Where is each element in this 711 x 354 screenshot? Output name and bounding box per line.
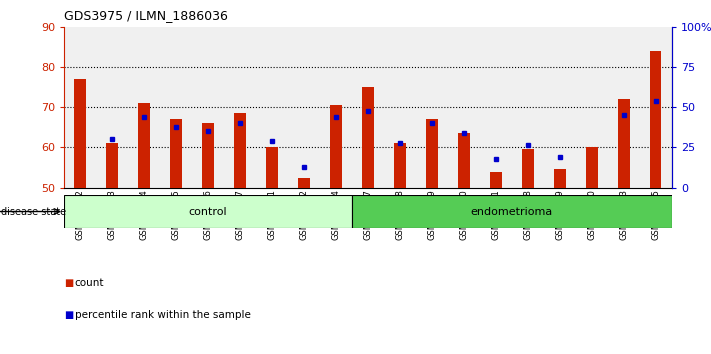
Bar <box>395 143 405 188</box>
Bar <box>352 195 672 228</box>
Bar <box>587 147 597 188</box>
Text: disease state: disease state <box>1 206 66 217</box>
Text: GDS3975 / ILMN_1886036: GDS3975 / ILMN_1886036 <box>64 9 228 22</box>
Bar <box>459 133 469 188</box>
Bar <box>427 119 437 188</box>
Bar <box>491 172 501 188</box>
Bar <box>203 123 213 188</box>
Bar <box>523 149 533 188</box>
Bar <box>555 170 565 188</box>
Bar <box>331 105 341 188</box>
Bar <box>75 79 85 188</box>
Text: control: control <box>188 206 228 217</box>
Bar <box>139 103 149 188</box>
Bar <box>299 178 309 188</box>
Bar <box>267 147 277 188</box>
Text: count: count <box>75 278 104 288</box>
Text: endometrioma: endometrioma <box>471 206 553 217</box>
Bar <box>619 99 629 188</box>
Bar <box>651 51 661 188</box>
Bar <box>171 119 181 188</box>
Text: percentile rank within the sample: percentile rank within the sample <box>75 310 250 320</box>
Bar <box>107 143 117 188</box>
Bar <box>363 87 373 188</box>
Bar <box>235 113 245 188</box>
Text: ■: ■ <box>64 310 73 320</box>
Bar <box>64 195 352 228</box>
Text: ■: ■ <box>64 278 73 288</box>
